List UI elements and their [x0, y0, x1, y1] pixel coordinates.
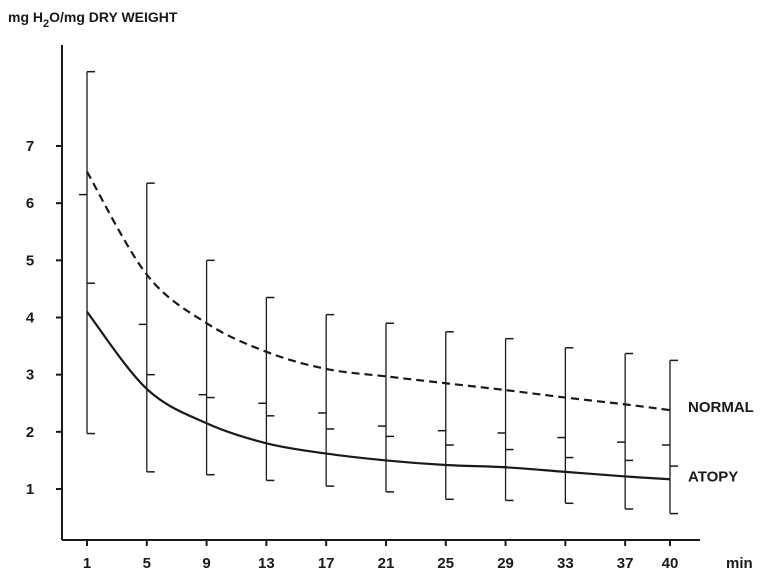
x-ticks: 1 5 9 13 17 21 25 29 33 37 40 [83, 540, 679, 572]
x-tick-label: 40 [662, 555, 679, 572]
x-tick-label: 33 [557, 555, 574, 572]
x-tick-label: 29 [497, 555, 514, 572]
x-tick-label: 5 [143, 555, 151, 572]
x-tick-label: 17 [318, 555, 335, 572]
y-tick-label: 2 [26, 424, 34, 441]
series-label-atopy: ATOPY [688, 468, 738, 485]
x-tick-label: 1 [83, 555, 91, 572]
x-tick-label: 21 [378, 555, 395, 572]
series-label-normal: NORMAL [688, 399, 754, 416]
y-tick-label: 6 [26, 195, 34, 212]
x-tick-label: 13 [258, 555, 275, 572]
y-tick-label: 4 [26, 310, 35, 327]
y-ticks: 1 2 3 4 5 6 7 [26, 138, 62, 498]
y-tick-label: 1 [26, 481, 34, 498]
y-axis-label: mg H2O/mg DRY WEIGHT [8, 9, 178, 30]
y-tick-label: 3 [26, 367, 34, 384]
series-line-atopy [86, 311, 671, 481]
x-tick-label: 25 [437, 555, 454, 572]
x-axis-unit-label: min [726, 555, 753, 572]
x-tick-label: 37 [617, 555, 634, 572]
x-tick-label: 9 [202, 555, 210, 572]
y-tick-label: 5 [26, 252, 34, 269]
series-line-normal [86, 171, 671, 412]
series-lines [86, 171, 671, 481]
error-bars [79, 70, 678, 515]
series-labels: NORMAL ATOPY [688, 399, 754, 485]
y-tick-label: 7 [26, 138, 34, 155]
